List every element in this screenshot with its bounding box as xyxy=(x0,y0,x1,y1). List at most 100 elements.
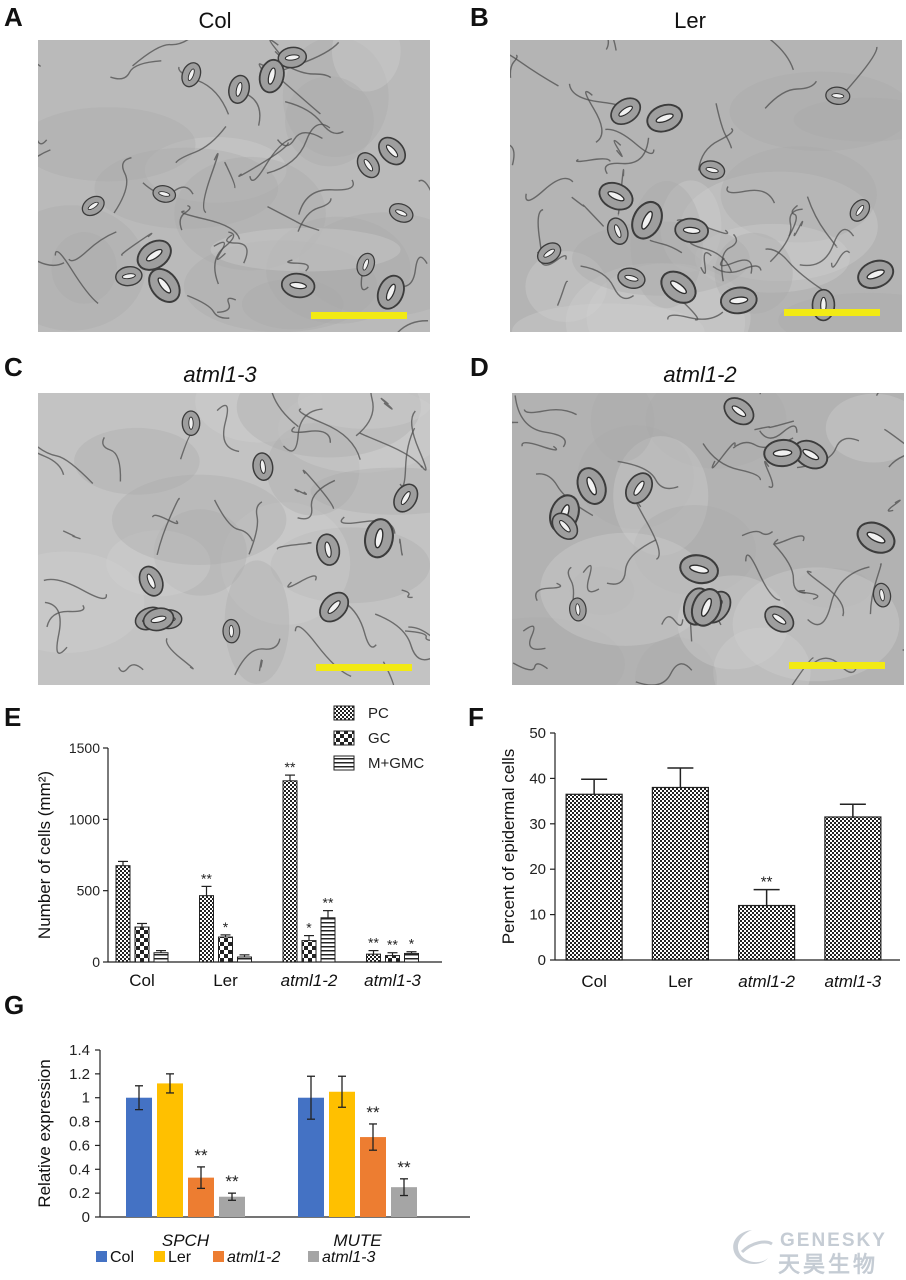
significance-label: * xyxy=(306,920,312,936)
legend-label: atml1-3 xyxy=(322,1249,375,1266)
y-tick-label: 0.8 xyxy=(69,1114,90,1131)
x-tick-label: atml1-3 xyxy=(825,972,882,991)
y-axis-label: Relative expression xyxy=(35,1059,54,1207)
y-tick-label: 1.2 xyxy=(69,1066,90,1083)
scale-bar xyxy=(316,664,412,671)
significance-label: ** xyxy=(225,1172,239,1191)
y-tick-label: 0 xyxy=(92,954,100,970)
y-tick-label: 10 xyxy=(529,907,546,924)
legend-label: Col xyxy=(110,1249,134,1266)
bar xyxy=(153,952,169,963)
x-tick-label: Col xyxy=(581,972,607,991)
x-tick-label: MUTE xyxy=(333,1231,382,1250)
legend-swatch xyxy=(333,730,355,746)
micrograph-ler xyxy=(510,40,902,332)
y-tick-label: 0.6 xyxy=(69,1137,90,1154)
x-tick-label: Ler xyxy=(213,971,238,990)
y-tick-label: 30 xyxy=(529,816,546,833)
bar xyxy=(738,904,796,961)
bar xyxy=(301,940,317,963)
panel-letter-e: E xyxy=(4,702,22,732)
y-tick-label: 1 xyxy=(82,1090,90,1107)
bar xyxy=(385,955,400,963)
micrograph-atml1-3 xyxy=(38,393,430,685)
significance-label: ** xyxy=(761,874,773,891)
x-tick-label: Ler xyxy=(668,972,693,991)
panel-title-ler: Ler xyxy=(674,8,706,33)
watermark-cjk: 天昊生物 xyxy=(778,1252,878,1278)
bar xyxy=(157,1083,183,1217)
y-tick-label: 0 xyxy=(538,952,546,969)
epidermal-percent-chart: 0 10 20 30 40 50 Percent of epidermal cells Col… xyxy=(499,725,900,991)
y-tick-label: 1.4 xyxy=(69,1042,90,1059)
bar xyxy=(565,793,623,961)
legend-swatch xyxy=(213,1251,224,1262)
y-tick-label: 40 xyxy=(529,770,546,787)
micrograph-col xyxy=(38,40,430,332)
significance-label: * xyxy=(223,919,229,935)
y-tick-label: 20 xyxy=(529,861,546,878)
watermark-latin: GENESKY xyxy=(780,1230,887,1251)
significance-label: ** xyxy=(387,937,398,953)
panel-letter-d: D xyxy=(470,352,489,382)
significance-label: ** xyxy=(323,895,334,911)
significance-label: ** xyxy=(368,935,379,951)
y-tick-label: 0 xyxy=(82,1209,90,1226)
significance-label: ** xyxy=(285,759,296,775)
bar xyxy=(320,917,336,963)
bar xyxy=(282,780,298,963)
x-tick-label: Col xyxy=(129,971,155,990)
bar xyxy=(219,1196,245,1217)
legend-label: M+GMC xyxy=(368,755,424,772)
significance-label: ** xyxy=(194,1146,208,1165)
significance-label: * xyxy=(409,936,415,952)
y-tick-label: 0.4 xyxy=(69,1161,90,1178)
bar xyxy=(404,952,419,963)
legend-swatch xyxy=(154,1251,165,1262)
panel-letter-a: A xyxy=(4,2,23,32)
significance-label: ** xyxy=(201,870,212,886)
bar xyxy=(134,926,150,963)
scale-bar xyxy=(789,662,885,669)
micrograph-atml1-2 xyxy=(512,393,904,685)
bar xyxy=(218,936,233,963)
panel-title-atml1-3: atml1-3 xyxy=(183,362,257,387)
y-tick-label: 1000 xyxy=(69,811,100,827)
x-tick-label: SPCH xyxy=(162,1231,210,1250)
panel-title-col: Col xyxy=(198,8,232,33)
y-tick-label: 50 xyxy=(529,725,546,742)
panel-letter-b: B xyxy=(470,2,489,32)
bar xyxy=(824,816,882,961)
significance-label: ** xyxy=(366,1103,380,1122)
relative-expression-chart: 0 0.2 0.4 0.6 0.8 1 1.2 1.4 Relative expression *… xyxy=(35,1042,470,1266)
y-axis-label: Percent of epidermal cells xyxy=(499,749,518,945)
genesky-logo: GENESKY 天昊生物 xyxy=(733,1230,887,1278)
y-tick-label: 0.2 xyxy=(69,1185,90,1202)
bar xyxy=(237,956,252,963)
y-tick-label: 500 xyxy=(77,883,101,899)
panel-title-atml1-2: atml1-2 xyxy=(663,362,737,387)
panel-letter-c: C xyxy=(4,352,23,382)
bar xyxy=(115,865,131,963)
legend-swatch xyxy=(96,1251,107,1262)
legend-swatch xyxy=(333,755,355,771)
y-tick-label: 1500 xyxy=(69,740,100,756)
scale-bar xyxy=(784,309,880,316)
legend-swatch xyxy=(308,1251,319,1262)
scale-bar xyxy=(311,312,407,319)
y-axis-label: Number of cells (mm²) xyxy=(35,771,54,939)
legend-label: Ler xyxy=(168,1249,192,1266)
significance-label: ** xyxy=(397,1158,411,1177)
bar xyxy=(651,786,709,961)
bar xyxy=(329,1091,355,1217)
legend-swatch xyxy=(333,705,355,721)
bar xyxy=(199,895,214,963)
panel-letter-g: G xyxy=(4,990,25,1020)
legend-label: PC xyxy=(368,705,389,722)
bar xyxy=(366,953,381,963)
bar xyxy=(126,1097,152,1217)
x-tick-label: atml1-3 xyxy=(364,971,421,990)
legend-label: atml1-2 xyxy=(227,1249,280,1266)
x-tick-label: atml1-2 xyxy=(738,972,795,991)
